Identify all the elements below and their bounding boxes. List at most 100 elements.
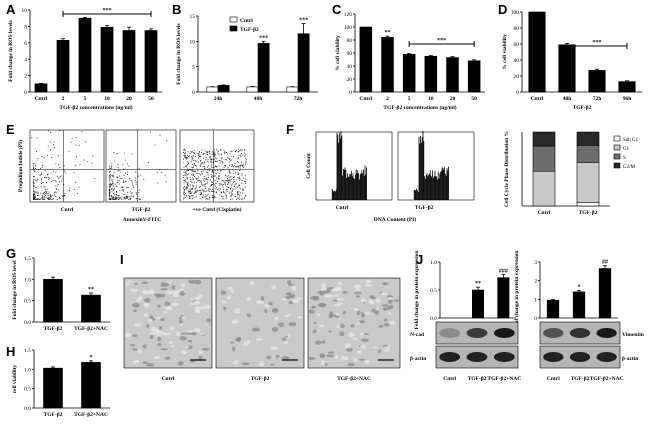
flow-dot	[44, 176, 46, 178]
flow-dot	[227, 175, 229, 177]
flow-dot	[113, 176, 115, 178]
flow-dot	[125, 187, 127, 189]
histogram-bin	[356, 173, 358, 200]
y-tick-label: 1.0	[24, 277, 31, 283]
flow-dot	[197, 173, 199, 175]
flow-dot	[208, 170, 210, 171]
flow-dot	[191, 195, 193, 197]
flow-dot	[211, 161, 213, 163]
flow-dot	[185, 150, 187, 152]
histogram-bin	[447, 170, 449, 200]
flow-dot	[240, 188, 242, 190]
flow-dot	[220, 188, 222, 190]
cell	[310, 296, 318, 300]
y-tick-label: 80	[347, 38, 353, 44]
flow-dot	[112, 198, 114, 200]
flow-dot	[44, 194, 46, 196]
flow-dot	[213, 175, 215, 177]
flow-dot	[110, 198, 112, 200]
cell	[270, 346, 278, 351]
panel-letter-h: H	[6, 344, 16, 359]
flow-dot	[69, 190, 70, 191]
bar	[424, 55, 438, 93]
cell	[287, 333, 291, 339]
flow-dot	[34, 196, 36, 198]
cell	[331, 288, 338, 292]
flow-dot	[111, 184, 113, 186]
cell	[353, 308, 360, 312]
flow-dot	[195, 160, 197, 162]
histogram-bin	[351, 176, 353, 200]
flow-dot	[203, 175, 205, 177]
x-tick-label: Cntrl	[538, 210, 551, 216]
flow-dot	[238, 167, 240, 169]
flow-dot	[228, 179, 230, 181]
flow-dot	[109, 175, 111, 177]
histogram-bin	[355, 169, 357, 200]
y-tick-label: 0	[192, 90, 195, 96]
flow-dot	[33, 176, 35, 178]
flow-dot	[218, 177, 220, 179]
cell	[387, 300, 393, 304]
flow-dot	[238, 193, 240, 195]
histogram-label: Cntrl	[336, 205, 349, 211]
flow-dot	[109, 197, 111, 199]
flow-label: Cntrl	[61, 207, 74, 213]
flow-dot	[214, 179, 216, 181]
flow-dot	[213, 172, 215, 174]
cell	[359, 320, 366, 324]
flow-dot	[200, 180, 202, 182]
legend-label: G2/M	[623, 165, 636, 170]
flow-dot	[126, 197, 128, 199]
flow-dot	[215, 183, 216, 185]
histogram-bin	[339, 132, 340, 200]
histogram-bin	[421, 142, 422, 200]
cell	[160, 347, 169, 351]
histogram-bin	[348, 176, 350, 200]
flow-dot	[228, 176, 230, 178]
bar	[56, 40, 70, 93]
cell	[124, 332, 131, 338]
flow-dot	[46, 182, 47, 184]
flow-dot	[36, 187, 38, 189]
flow-dot	[55, 181, 57, 182]
flow-dot	[203, 194, 205, 196]
flow-dot	[202, 173, 204, 175]
flow-dot	[237, 192, 239, 194]
flow-dot	[193, 150, 195, 152]
flow-dot	[243, 198, 245, 200]
flow-dot	[40, 172, 42, 174]
cell	[268, 302, 273, 306]
flow-dot	[203, 167, 205, 169]
flow-dot	[221, 154, 223, 156]
cell	[348, 332, 355, 338]
cell	[297, 316, 304, 319]
flow-dot	[198, 157, 199, 159]
flow-dot	[125, 198, 127, 200]
flow-dot	[210, 184, 212, 185]
histogram-bin	[414, 190, 416, 200]
flow-dot	[55, 163, 57, 165]
cell	[175, 331, 180, 337]
flow-dot	[200, 160, 202, 162]
y-tick-label: 120	[344, 12, 353, 18]
flow-dot	[125, 197, 126, 199]
flow-dot	[53, 198, 54, 200]
flow-dot	[239, 179, 240, 181]
bracket-label: ***	[103, 8, 112, 14]
x-axis-label: TGF-β2 concentrations (ng/ml)	[59, 104, 132, 111]
flow-dot	[143, 178, 145, 180]
flow-dot	[37, 191, 39, 193]
flow-dot	[241, 175, 243, 177]
flow-dot	[238, 176, 240, 178]
cell	[380, 292, 388, 296]
flow-dot	[205, 195, 207, 197]
flow-dot	[188, 173, 190, 175]
flow-dot	[227, 157, 229, 159]
flow-dot	[111, 174, 113, 176]
flow-dot	[63, 169, 64, 170]
flow-dot	[240, 156, 242, 157]
flow-dot	[202, 189, 204, 191]
flow-dot	[242, 189, 244, 191]
histogram-bin	[359, 174, 361, 200]
